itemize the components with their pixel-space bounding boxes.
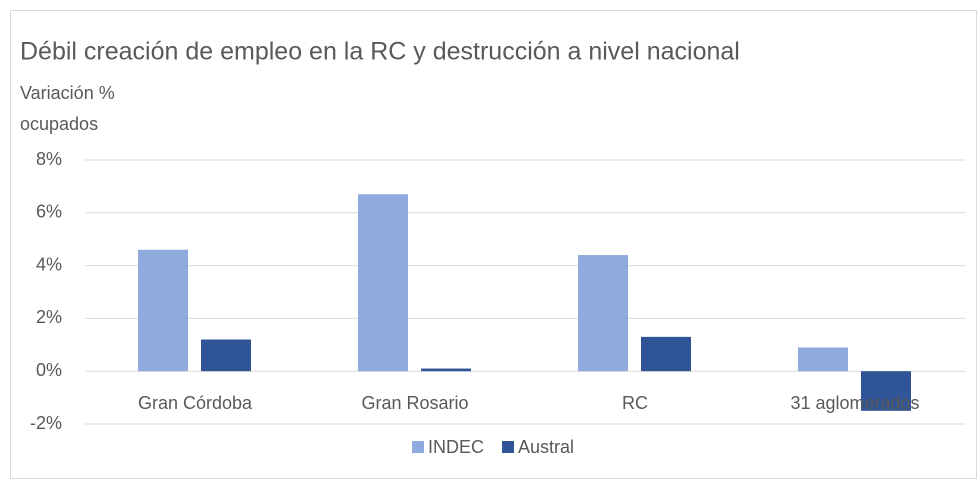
- bar: [578, 255, 628, 372]
- y-axis-label: Variación %: [20, 83, 115, 103]
- y-tick-label: 2%: [36, 307, 62, 327]
- bar: [641, 336, 691, 372]
- x-tick-label: RC: [622, 393, 648, 413]
- y-tick-label: 8%: [36, 149, 62, 169]
- legend-swatch: [502, 441, 515, 453]
- x-tick-label: 31 aglomerados: [790, 393, 919, 413]
- bar: [798, 347, 848, 372]
- legend-swatch: [412, 441, 424, 453]
- y-tick-label: 0%: [36, 360, 62, 380]
- x-tick-label: Gran Córdoba: [138, 393, 253, 413]
- bar: [138, 249, 188, 372]
- bar: [421, 368, 471, 372]
- y-axis-label: ocupados: [20, 114, 98, 134]
- x-tick-label: Gran Rosario: [361, 393, 468, 413]
- y-tick-label: 4%: [36, 254, 62, 274]
- bar: [358, 194, 408, 372]
- bar: [201, 339, 251, 372]
- y-tick-label: 6%: [36, 202, 62, 222]
- legend-label: INDEC: [428, 437, 484, 457]
- legend-label: Austral: [518, 437, 574, 457]
- bar: [861, 371, 911, 411]
- y-tick-label: -2%: [30, 413, 62, 433]
- chart-frame: [10, 10, 977, 479]
- chart-title: Débil creación de empleo en la RC y dest…: [20, 38, 740, 66]
